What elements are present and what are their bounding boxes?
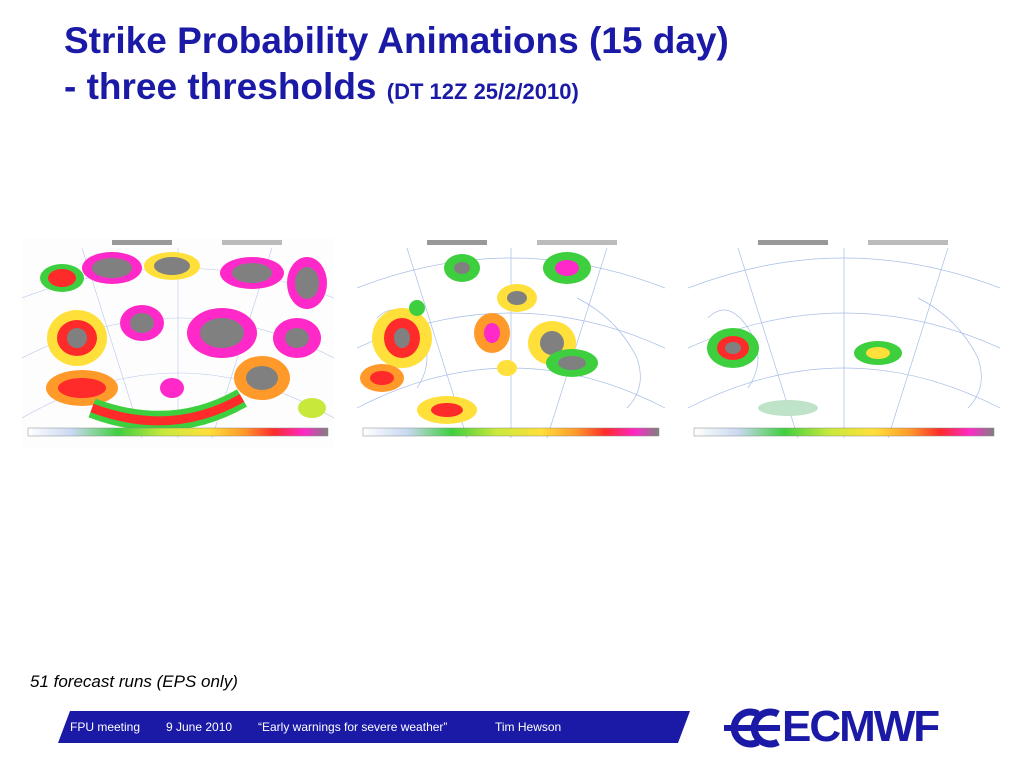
caption-forecast-runs: 51 forecast runs (EPS only) <box>30 672 238 691</box>
title-dt: (DT 12Z 25/2/2010) <box>386 79 579 104</box>
map-3-graphic <box>688 238 1000 448</box>
map-2-graphic <box>357 238 665 448</box>
threshold-map-1 <box>22 238 334 448</box>
logo-wordmark: ECMWF <box>782 702 940 751</box>
footer-talk-title: “Early warnings for severe weather” <box>258 720 448 734</box>
footer-author: Tim Hewson <box>495 720 562 734</box>
slide-title: Strike Probability Animations (15 day) -… <box>64 18 964 115</box>
threshold-map-3 <box>688 238 1000 448</box>
threshold-map-2 <box>357 238 669 448</box>
footer-meeting: FPU meeting <box>70 720 141 734</box>
title-line-2: - three thresholds <box>64 66 377 107</box>
ecmwf-logo-icon <box>724 708 780 748</box>
map-1-graphic <box>22 238 334 448</box>
footer-bar <box>58 711 690 743</box>
title-line-1: Strike Probability Animations (15 day) <box>64 20 729 61</box>
footer-date: 9 June 2010 <box>166 720 233 734</box>
